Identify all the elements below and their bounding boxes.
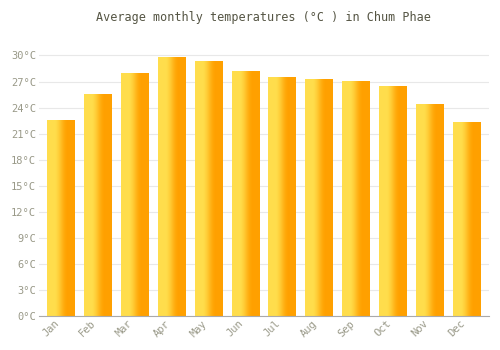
Title: Average monthly temperatures (°C ) in Chum Phae: Average monthly temperatures (°C ) in Ch… xyxy=(96,11,431,24)
